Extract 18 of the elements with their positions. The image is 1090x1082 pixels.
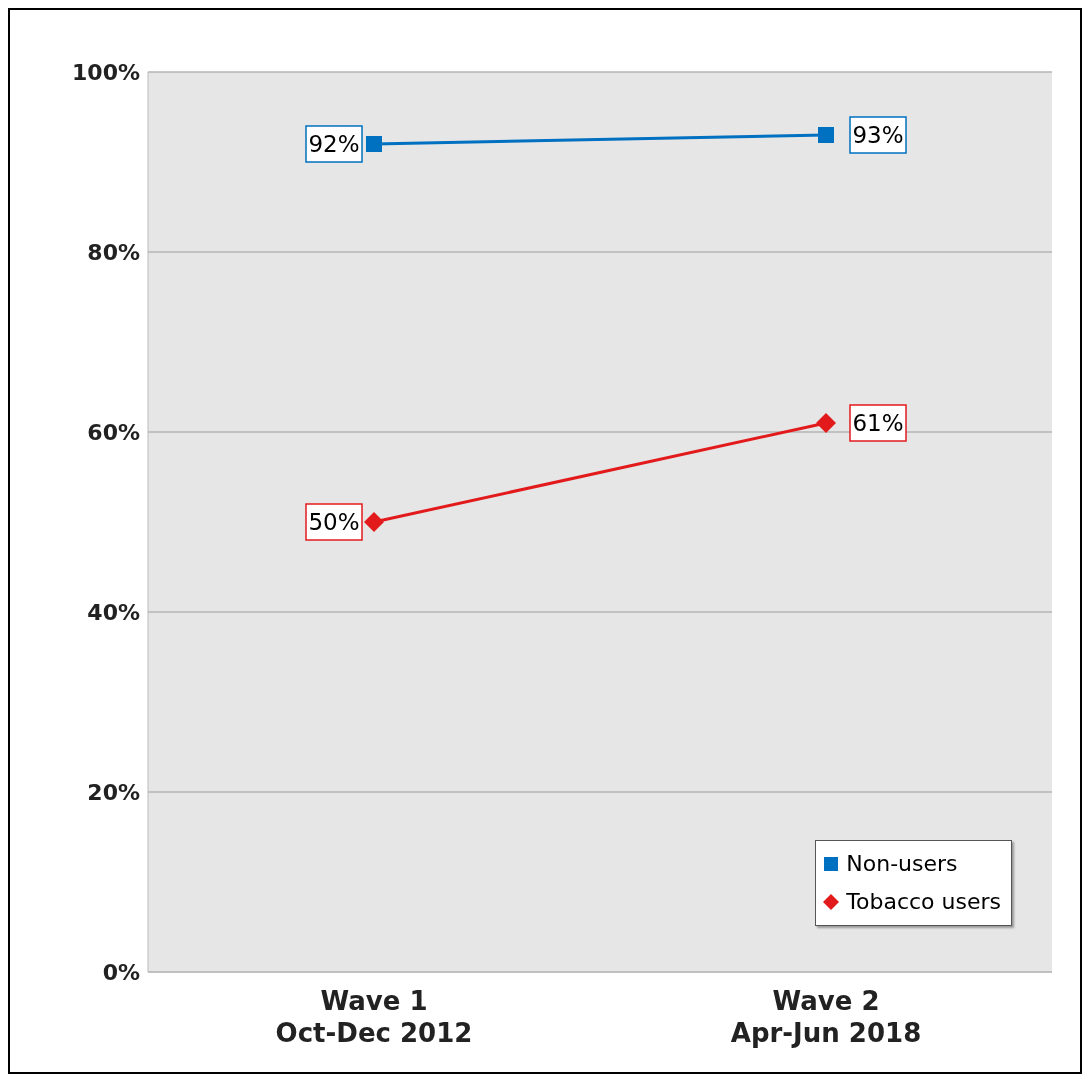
- y-tick-label: 0%: [102, 959, 140, 985]
- y-tick-label: 60%: [87, 419, 140, 445]
- x-tick-label: Wave 1 Oct-Dec 2012: [275, 986, 473, 1048]
- y-tick-label: 20%: [87, 779, 140, 805]
- data-label: 93%: [852, 122, 904, 148]
- data-label: 50%: [308, 509, 360, 535]
- point: [364, 512, 384, 532]
- y-tick-label: 100%: [72, 59, 140, 85]
- data-label: 92%: [308, 131, 360, 157]
- y-tick-label: 80%: [87, 239, 140, 265]
- point: [366, 136, 382, 152]
- legend-label: Tobacco users: [846, 888, 1001, 916]
- x-tick-label: Wave 2 Apr-Jun 2018: [730, 986, 922, 1048]
- point: [818, 127, 834, 143]
- y-tick-label: 40%: [87, 599, 140, 625]
- data-label: 61%: [852, 410, 904, 436]
- point: [816, 413, 836, 433]
- legend-label: Non-users: [846, 850, 958, 878]
